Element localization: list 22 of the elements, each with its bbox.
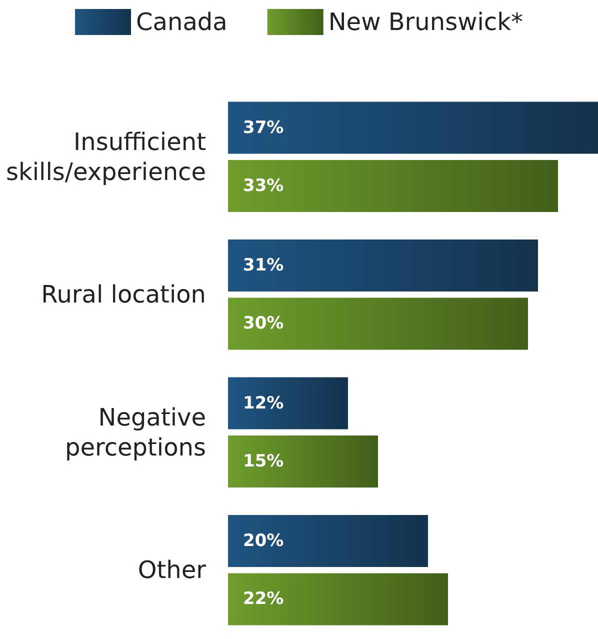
- y-tick-label: Rural location: [41, 280, 206, 309]
- y-tick-label: Negative perceptions: [64, 403, 206, 462]
- data-label: 12%: [243, 393, 284, 414]
- data-label: 20%: [243, 531, 284, 552]
- bar: [228, 102, 598, 154]
- bar: [228, 298, 528, 350]
- legend-label: Canada: [136, 8, 228, 36]
- bar: [228, 573, 448, 626]
- data-label: 22%: [243, 589, 284, 610]
- y-tick-label: Other: [138, 556, 206, 584]
- data-label: 37%: [243, 118, 284, 138]
- bar: [228, 515, 428, 568]
- legend-label: New Brunswick*: [328, 8, 523, 36]
- y-tick-label: Insufficient skills/experience: [6, 128, 206, 186]
- data-label: 30%: [243, 314, 284, 334]
- bar: [228, 377, 348, 430]
- data-label: 33%: [243, 176, 284, 196]
- bar: [228, 240, 538, 292]
- bar: [228, 435, 378, 488]
- data-label: 31%: [243, 256, 284, 276]
- data-label: 15%: [243, 451, 284, 472]
- bar: [228, 160, 558, 212]
